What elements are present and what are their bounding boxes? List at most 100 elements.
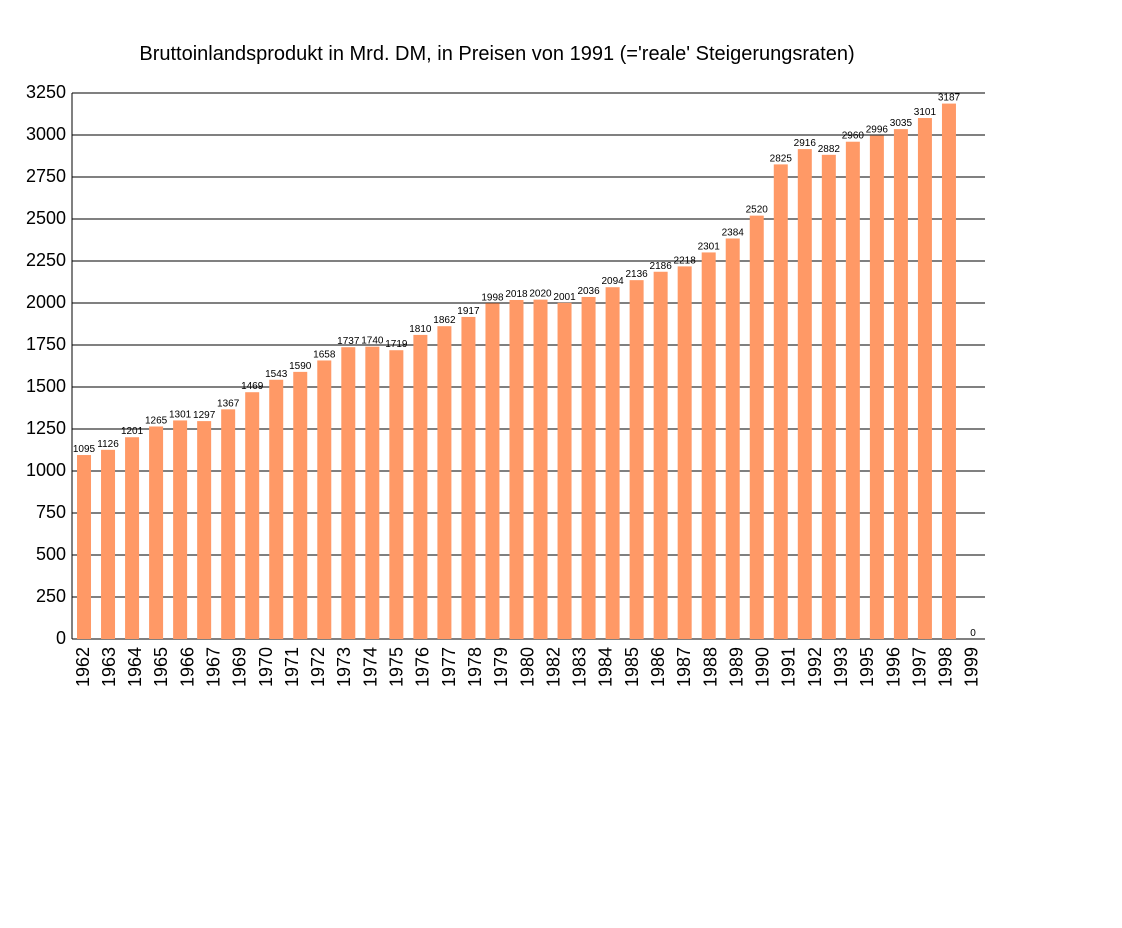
bar — [269, 379, 284, 639]
bar — [221, 409, 236, 639]
bar — [869, 135, 884, 639]
bar — [821, 154, 836, 639]
x-tick-label: 1989 — [726, 647, 746, 687]
value-label: 1719 — [385, 339, 408, 350]
bar — [725, 238, 740, 639]
value-label: 2218 — [674, 255, 697, 266]
x-tick-label: 1984 — [596, 647, 616, 687]
value-label: 3035 — [890, 118, 913, 129]
value-label: 2960 — [842, 131, 865, 142]
bar — [245, 392, 260, 639]
x-tick-label: 1969 — [230, 647, 250, 687]
bar — [437, 326, 452, 639]
bar — [893, 129, 908, 639]
x-tick-label: 1964 — [125, 647, 145, 687]
x-tick-label: 1965 — [151, 647, 171, 687]
x-tick-label: 1992 — [805, 647, 825, 687]
x-tick-label: 1962 — [73, 647, 93, 687]
value-label: 2301 — [698, 241, 721, 252]
x-tick-label: 1978 — [465, 647, 485, 687]
value-label: 2018 — [505, 289, 528, 300]
bar — [389, 350, 404, 639]
bar — [293, 371, 308, 639]
value-label: 1095 — [73, 444, 96, 455]
value-label: 2996 — [866, 125, 889, 136]
value-label: 2825 — [770, 153, 793, 164]
x-tick-label: 1971 — [282, 647, 302, 687]
x-tick-label: 1988 — [700, 647, 720, 687]
x-tick-label: 1977 — [439, 647, 459, 687]
value-label: 0 — [970, 628, 976, 639]
value-label: 1737 — [337, 336, 360, 347]
x-tick-label: 1985 — [622, 647, 642, 687]
x-tick-label: 1986 — [648, 647, 668, 687]
bar — [629, 280, 644, 639]
y-tick-label: 1250 — [26, 418, 66, 438]
y-tick-label: 2500 — [26, 208, 66, 228]
x-tick-label: 1979 — [491, 647, 511, 687]
value-label: 2916 — [794, 138, 817, 149]
bar — [173, 420, 188, 639]
y-tick-label: 250 — [36, 586, 66, 606]
bar — [749, 215, 764, 639]
bar — [701, 252, 716, 639]
y-tick-label: 3000 — [26, 124, 66, 144]
x-tick-label: 1991 — [779, 647, 799, 687]
y-tick-label: 750 — [36, 502, 66, 522]
x-tick-label: 1976 — [413, 647, 433, 687]
value-label: 1590 — [289, 361, 312, 372]
bar — [533, 299, 548, 639]
bar — [941, 103, 956, 640]
bar — [581, 296, 596, 639]
bar — [101, 449, 116, 639]
x-tick-label: 1995 — [857, 647, 877, 687]
bar — [341, 347, 356, 639]
bar — [773, 164, 788, 639]
value-label: 2186 — [650, 261, 673, 272]
bar — [845, 141, 860, 639]
value-label: 1740 — [361, 336, 384, 347]
value-label: 2882 — [818, 144, 841, 155]
chart-title: Bruttoinlandsprodukt in Mrd. DM, in Prei… — [139, 43, 854, 65]
y-tick-label: 2750 — [26, 166, 66, 186]
bar — [197, 421, 212, 639]
value-label: 2136 — [625, 269, 648, 280]
bar — [677, 266, 692, 639]
value-label: 1201 — [121, 426, 144, 437]
x-tick-label: 1963 — [99, 647, 119, 687]
bar — [557, 302, 572, 639]
y-tick-label: 2000 — [26, 292, 66, 312]
value-label: 3187 — [938, 93, 961, 104]
value-label: 2094 — [601, 276, 624, 287]
x-tick-label: 1997 — [909, 647, 929, 687]
x-tick-label: 1999 — [962, 647, 982, 687]
y-tick-label: 1000 — [26, 460, 66, 480]
x-tick-label: 1980 — [517, 647, 537, 687]
x-tick-label: 1993 — [831, 647, 851, 687]
x-tick-label: 1967 — [203, 647, 223, 687]
value-label: 3101 — [914, 107, 937, 118]
x-tick-label: 1998 — [936, 647, 956, 687]
x-tick-label: 1970 — [256, 647, 276, 687]
y-tick-label: 3250 — [26, 82, 66, 102]
bar — [77, 455, 92, 639]
x-tick-label: 1973 — [334, 647, 354, 687]
bar — [125, 437, 140, 639]
value-label: 2520 — [746, 205, 769, 216]
x-tick-label: 1975 — [387, 647, 407, 687]
y-tick-label: 1500 — [26, 376, 66, 396]
value-label: 1367 — [217, 398, 240, 409]
x-tick-label: 1974 — [360, 647, 380, 687]
bar — [797, 149, 812, 639]
x-tick-label: 1966 — [177, 647, 197, 687]
value-label: 1998 — [481, 292, 504, 303]
value-label: 1265 — [145, 415, 168, 426]
x-tick-label: 1972 — [308, 647, 328, 687]
value-label: 1658 — [313, 349, 336, 360]
bar — [485, 303, 500, 639]
value-label: 1297 — [193, 410, 216, 421]
x-tick-label: 1983 — [570, 647, 590, 687]
bar — [653, 271, 668, 639]
bar — [149, 426, 164, 639]
value-label: 1469 — [241, 381, 264, 392]
